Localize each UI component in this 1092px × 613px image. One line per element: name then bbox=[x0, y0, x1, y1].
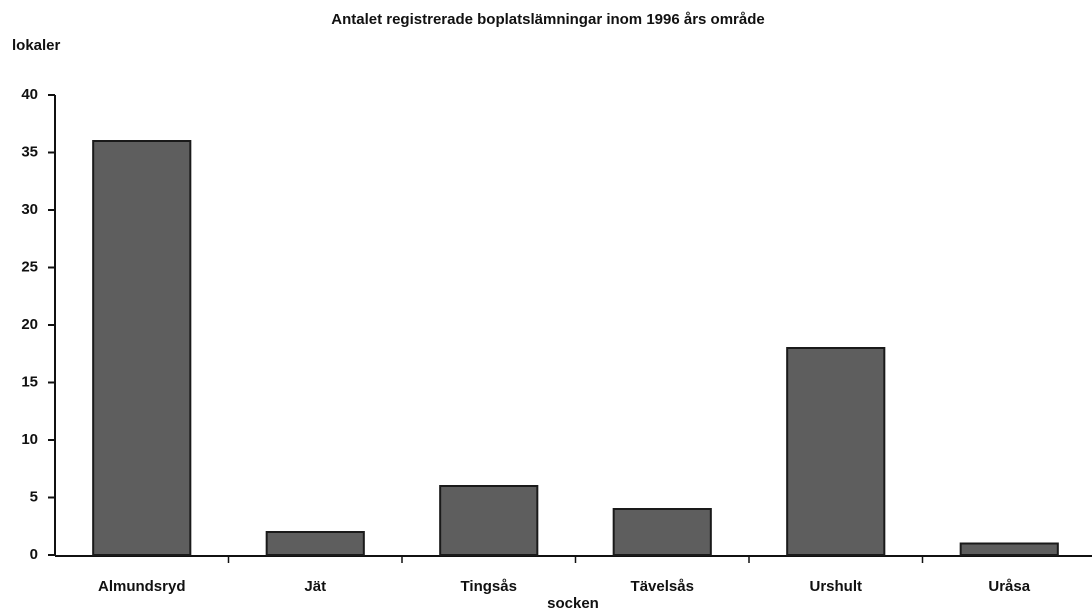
chart-title: Antalet registrerade boplatslämningar in… bbox=[331, 11, 764, 28]
x-tick-label: Tingsås bbox=[461, 578, 517, 595]
bar bbox=[786, 347, 886, 556]
x-tick-label: Almundsryd bbox=[98, 578, 186, 595]
y-tick-label: 20 bbox=[21, 316, 38, 333]
bar bbox=[265, 531, 365, 556]
bar bbox=[439, 485, 539, 556]
x-tick-label: Uråsa bbox=[988, 578, 1030, 595]
x-tick-label: Jät bbox=[304, 578, 326, 595]
y-tick-label: 35 bbox=[21, 143, 38, 160]
bar bbox=[612, 508, 712, 556]
bar bbox=[92, 140, 192, 556]
x-tick-label: Tävelsås bbox=[631, 578, 694, 595]
y-tick-label: 25 bbox=[21, 258, 38, 275]
y-tick-label: 15 bbox=[21, 373, 38, 390]
y-tick-label: 40 bbox=[21, 86, 38, 103]
y-tick-label: 30 bbox=[21, 201, 38, 218]
x-axis-label: socken bbox=[547, 595, 599, 612]
y-axis-label: lokaler bbox=[12, 37, 61, 54]
y-tick-label: 5 bbox=[30, 488, 38, 505]
x-tick-label: Urshult bbox=[810, 578, 863, 595]
bar bbox=[959, 542, 1059, 556]
y-tick-label: 10 bbox=[21, 431, 38, 448]
y-tick-label: 0 bbox=[30, 546, 38, 563]
